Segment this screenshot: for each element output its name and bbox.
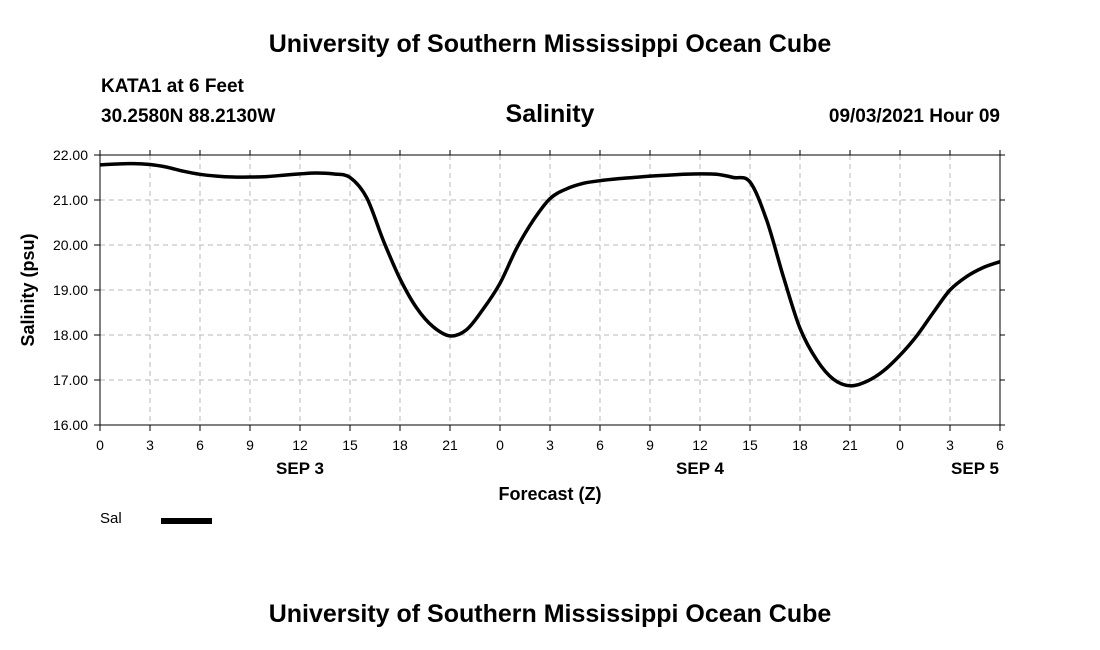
coordinates-label: 30.2580N 88.2130W bbox=[101, 106, 276, 127]
x-tick-label: 15 bbox=[742, 437, 758, 453]
x-tick-label: 6 bbox=[596, 437, 604, 453]
x-tick-label: 21 bbox=[442, 437, 458, 453]
x-tick-label: 3 bbox=[146, 437, 154, 453]
x-axis-label: Forecast (Z) bbox=[498, 484, 601, 504]
x-tick-label: 18 bbox=[392, 437, 408, 453]
series-layer bbox=[99, 161, 1001, 388]
station-label: KATA1 at 6 Feet bbox=[101, 76, 244, 97]
x-tick-label: 0 bbox=[496, 437, 504, 453]
x-tick-label: 21 bbox=[842, 437, 858, 453]
y-tick-label: 19.00 bbox=[53, 282, 88, 298]
y-axis-label: Salinity (psu) bbox=[18, 233, 38, 346]
x-tick-label: 9 bbox=[646, 437, 654, 453]
main-title: University of Southern Mississippi Ocean… bbox=[268, 30, 832, 58]
y-tick-label: 17.00 bbox=[53, 372, 88, 388]
x-tick-label: 0 bbox=[896, 437, 904, 453]
y-tick-label: 22.00 bbox=[53, 147, 88, 163]
x-tick-label: 3 bbox=[946, 437, 954, 453]
legend-swatch bbox=[161, 518, 212, 524]
series-line-sal bbox=[99, 161, 1001, 388]
y-tick-label: 18.00 bbox=[53, 327, 88, 343]
y-tick-label: 16.00 bbox=[53, 417, 88, 433]
chart-title: Salinity bbox=[505, 100, 595, 128]
x-tick-label: 12 bbox=[692, 437, 708, 453]
x-tick-label: 9 bbox=[246, 437, 254, 453]
x-tick-label: 3 bbox=[546, 437, 554, 453]
y-tick-label: 21.00 bbox=[53, 192, 88, 208]
datetime-label: 09/03/2021 Hour 09 bbox=[828, 106, 1000, 127]
x-tick-label: 6 bbox=[996, 437, 1004, 453]
x-tick-label: 15 bbox=[342, 437, 358, 453]
footer-title: University of Southern Mississippi Ocean… bbox=[268, 600, 832, 628]
axis-ticks: 16.00 17.00 18.00 19.00 20.00 21.00 22.00 0 3 6 9 1… bbox=[53, 147, 1005, 478]
x-tick-label: 18 bbox=[792, 437, 808, 453]
date-label: SEP 3 bbox=[276, 459, 324, 478]
grid bbox=[100, 155, 1000, 425]
x-tick-label: 6 bbox=[196, 437, 204, 453]
y-tick-label: 20.00 bbox=[53, 237, 88, 253]
x-tick-label: 12 bbox=[292, 437, 308, 453]
x-tick-label: 0 bbox=[96, 437, 104, 453]
legend-label: Sal bbox=[100, 510, 122, 527]
date-label: SEP 5 bbox=[951, 459, 999, 478]
date-label: SEP 4 bbox=[676, 459, 724, 478]
